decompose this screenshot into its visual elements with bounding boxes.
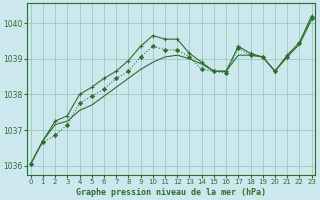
X-axis label: Graphe pression niveau de la mer (hPa): Graphe pression niveau de la mer (hPa) bbox=[76, 188, 266, 197]
